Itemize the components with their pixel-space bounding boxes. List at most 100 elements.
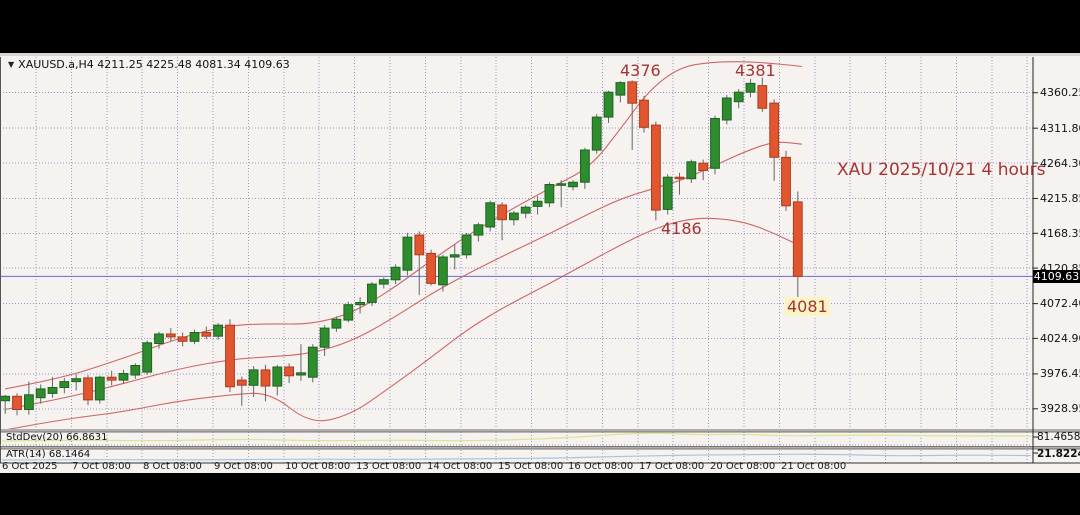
candle-bullish <box>686 161 697 180</box>
candle-bearish <box>698 162 709 171</box>
candle-bearish <box>201 332 212 337</box>
candle-bullish <box>745 82 756 93</box>
price-axis-label: 4215.85 <box>1040 192 1080 205</box>
candle-bullish <box>319 327 330 348</box>
ticker-symbol: XAUUSD.a,H4 <box>18 58 94 71</box>
candle-bearish <box>757 85 768 109</box>
candle-bullish <box>473 224 484 236</box>
candle-bullish <box>24 394 34 410</box>
price-axis-label: 3928.95 <box>1040 402 1080 416</box>
candle-bullish <box>47 387 58 394</box>
candle-bullish <box>662 176 673 210</box>
candle-bullish <box>449 254 460 258</box>
atr-indicator-label: ATR(14) 68.1464 <box>6 449 91 460</box>
candle-bullish <box>710 118 720 169</box>
candle-bearish <box>236 379 247 386</box>
candle-bearish <box>651 124 661 211</box>
time-axis-label: 7 Oct 08:00 <box>72 461 131 472</box>
stddev-indicator-label: StdDev(20) 66.8631 <box>6 432 108 443</box>
candle-bullish <box>296 372 306 376</box>
candle-bearish <box>674 176 685 180</box>
candle-bullish <box>509 212 519 221</box>
candle-bullish <box>568 181 578 188</box>
candle-bullish <box>580 149 590 183</box>
candle-bullish <box>615 82 626 96</box>
candle-bearish <box>627 81 638 104</box>
candle-bullish <box>603 91 614 118</box>
time-axis-label: 6 Oct 2025 <box>2 461 58 472</box>
candle-bullish <box>189 332 200 342</box>
time-axis-label: 14 Oct 08:00 <box>427 461 493 472</box>
price-axis-label: 4360.25 <box>1040 86 1080 100</box>
candle-bullish <box>331 318 342 329</box>
candle-bearish <box>426 252 437 284</box>
candle-bullish <box>35 388 46 399</box>
time-axis-label: 16 Oct 08:00 <box>568 461 634 472</box>
time-axis-label: 15 Oct 08:00 <box>498 461 564 472</box>
candle-bearish <box>792 201 803 277</box>
candle-bullish <box>461 234 472 256</box>
candle-bullish <box>59 381 70 389</box>
annotation-high-4376: 4376 <box>620 61 661 80</box>
candle-bearish <box>12 395 22 410</box>
time-axis-label: 21 Oct 08:00 <box>781 461 847 472</box>
candle-bearish <box>781 156 791 207</box>
candle-bullish <box>485 202 496 228</box>
candle-bearish <box>769 102 780 158</box>
candle-bullish <box>307 346 318 378</box>
time-axis-label: 8 Oct 08:00 <box>143 461 202 472</box>
ticker-readout: ▼ XAUUSD.a,H4 4211.25 4225.48 4081.34 410… <box>8 58 290 71</box>
stddev-line <box>1 432 1031 442</box>
time-axis-label: 17 Oct 08:00 <box>639 461 705 472</box>
candle-bullish <box>248 369 259 386</box>
price-axis-label: 4072.40 <box>1040 297 1080 311</box>
candle-bullish <box>733 91 744 103</box>
time-axis-label: 10 Oct 08:00 <box>285 461 351 472</box>
price-axis-label: 4168.35 <box>1040 226 1080 240</box>
candle-bearish <box>414 234 425 256</box>
candle-bearish <box>83 377 93 401</box>
candle-bullish <box>532 200 543 207</box>
candle-bullish <box>142 342 153 373</box>
candle-bearish <box>284 366 295 377</box>
candle-bullish <box>0 395 11 402</box>
atr-line <box>1 453 1032 461</box>
candle-bullish <box>154 333 164 344</box>
annotation-high-4381: 4381 <box>735 61 776 80</box>
candle-bearish <box>165 333 176 338</box>
price-axis-label: 3976.45 <box>1040 367 1080 381</box>
time-axis-label: 9 Oct 08:00 <box>214 461 273 472</box>
candle-bullish <box>367 283 377 303</box>
candle-bearish <box>177 336 188 342</box>
time-axis-label: 20 Oct 08:00 <box>710 461 776 472</box>
price-axis-label: 4311.80 <box>1040 121 1080 135</box>
candle-bullish <box>544 184 555 204</box>
candle-bearish <box>497 204 508 221</box>
candle-bullish <box>355 302 366 306</box>
candle-bullish <box>556 183 567 186</box>
candle-bearish <box>639 99 649 128</box>
price-axis-label: 4024.90 <box>1040 331 1080 345</box>
candle-bullish <box>591 116 602 151</box>
current-price-tag: 4109.63 <box>1033 270 1080 283</box>
candle-bullish <box>343 304 354 321</box>
candle-bearish <box>225 324 235 388</box>
chart-window <box>0 53 1080 473</box>
candle-bullish <box>118 373 129 381</box>
annotation-low-4081: 4081 <box>785 297 830 316</box>
chart-note-text: XAU 2025/10/21 4 hours <box>837 160 1046 180</box>
price-axis-label: 4264.30 <box>1040 156 1080 170</box>
candle-bearish <box>106 376 117 381</box>
candle-bullish <box>213 324 223 337</box>
candle-bullish <box>402 236 413 271</box>
candle-bullish <box>520 206 531 214</box>
candle-bullish <box>71 378 82 383</box>
candle-bullish <box>130 365 141 376</box>
ticker-ohlc: 4211.25 4225.48 4081.34 4109.63 <box>97 58 290 71</box>
candle-bullish <box>438 256 448 286</box>
time-axis-label: 13 Oct 08:00 <box>356 461 422 472</box>
symbol-dropdown-icon[interactable]: ▼ <box>8 60 15 69</box>
